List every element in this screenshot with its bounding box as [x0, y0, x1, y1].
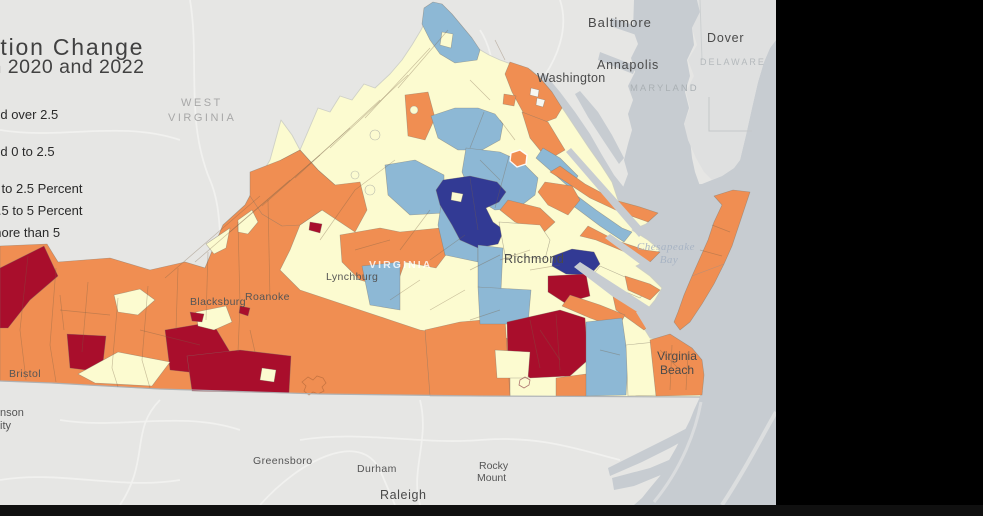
svg-text:Greensboro: Greensboro [253, 455, 312, 467]
svg-text:Lynchburg: Lynchburg [326, 271, 378, 283]
svg-text:Baltimore: Baltimore [588, 15, 652, 30]
svg-text:Washington: Washington [537, 71, 606, 85]
svg-text:Beach: Beach [660, 363, 694, 377]
svg-text:Richmond: Richmond [504, 252, 564, 266]
svg-text:Bristol: Bristol [9, 368, 41, 380]
svg-text:Dover: Dover [707, 31, 744, 45]
svg-text:DELAWARE: DELAWARE [700, 57, 766, 67]
svg-text:Roanoke: Roanoke [245, 291, 290, 303]
svg-text:VIRGINIA: VIRGINIA [369, 259, 432, 271]
svg-text:Rocky: Rocky [479, 460, 509, 472]
svg-text:WEST: WEST [181, 97, 223, 109]
svg-text:Durham: Durham [357, 463, 397, 475]
svg-text:Virginia: Virginia [657, 349, 697, 363]
svg-text:Mount: Mount [477, 472, 506, 484]
svg-text:nson: nson [0, 407, 24, 419]
svg-text:VIRGINIA: VIRGINIA [168, 112, 236, 124]
svg-text:Chesapeake: Chesapeake [637, 241, 695, 253]
svg-text:Bay: Bay [660, 254, 679, 266]
svg-text:Annapolis: Annapolis [597, 58, 659, 72]
svg-text:Raleigh: Raleigh [380, 488, 427, 502]
svg-text:MARYLAND: MARYLAND [630, 83, 699, 94]
svg-text:Blacksburg: Blacksburg [190, 296, 246, 308]
svg-text:ity: ity [0, 420, 12, 432]
